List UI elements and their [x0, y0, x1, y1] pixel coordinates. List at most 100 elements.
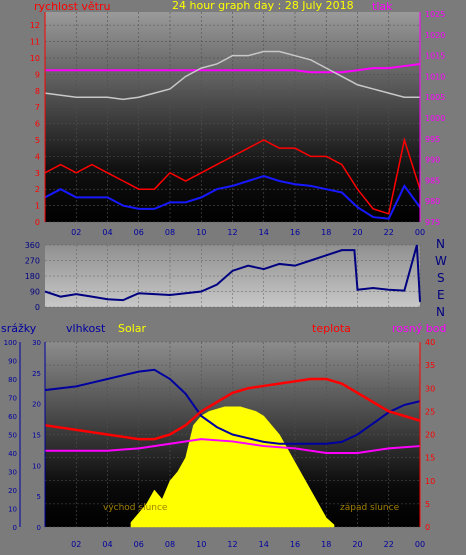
x-tick-label: 00 [415, 228, 425, 237]
pressure-tick-label: 1015 [425, 52, 445, 61]
x-tick-label: 22 [384, 228, 394, 237]
wind-tick-label: 9 [35, 70, 40, 79]
x-tick-label: 10 [196, 228, 206, 237]
rain-tick-label: 10 [8, 506, 17, 514]
wind-direction-series [44, 244, 421, 302]
pressure-tick-label: 990 [425, 156, 440, 165]
pressure-line [45, 62, 421, 74]
direction-label-w: W [435, 254, 447, 268]
wind-gust-line [44, 137, 421, 215]
sunset-annotation: západ slunce [340, 503, 400, 513]
direction-label-n1: N [436, 237, 445, 251]
x-tick-label: 16 [290, 540, 300, 549]
wind-direction-axes: 0 90 180 270 360 [25, 241, 40, 312]
pressure-tick-label: 1010 [425, 72, 445, 81]
humidity-temp-series [44, 368, 421, 528]
temperature-tick-label: 15 [425, 454, 435, 463]
wind-tick-label: 11 [30, 38, 40, 47]
wind-speed-label: rychlost větru [34, 0, 110, 13]
pressure-tick-label: 1020 [425, 31, 445, 40]
x-tick-label: 20 [352, 228, 362, 237]
temperature-tick-label: 20 [425, 431, 435, 440]
rain-tick-label: 0 [13, 524, 17, 532]
x-tick-label: 06 [134, 228, 144, 237]
dewpoint-label: rosný bod [392, 322, 446, 335]
humidity-temp-axes: 0510152025303540010203040506070809010005… [4, 338, 436, 549]
sunrise-annotation: východ slunce [103, 503, 168, 513]
wind-tick-label: 0 [35, 218, 40, 227]
direction-tick-label: 180 [25, 272, 40, 281]
rain-tick-label: 100 [4, 339, 17, 347]
wind-tick-label: 1 [35, 202, 40, 211]
wind-tick-label: 12 [30, 21, 40, 30]
temperature-tick-label: 30 [425, 384, 435, 393]
pressure-label: tlak [372, 0, 393, 13]
rain-tick-label: 60 [8, 413, 17, 421]
direction-label-e: E [437, 288, 445, 302]
humidity-tick-label: 20 [32, 401, 41, 409]
humidity-tick-label: 0 [37, 524, 41, 532]
temperature-tick-label: 0 [425, 523, 430, 532]
wind-tick-label: 6 [35, 120, 40, 129]
x-tick-label: 18 [321, 540, 331, 549]
x-tick-label: 12 [227, 540, 237, 549]
direction-tick-label: 90 [30, 288, 40, 297]
rain-tick-label: 20 [8, 487, 17, 495]
temperature-tick-label: 10 [425, 477, 435, 486]
x-tick-label: 14 [259, 540, 269, 549]
dewpoint-line [45, 438, 421, 454]
x-tick-label: 18 [321, 228, 331, 237]
rain-label: srážky [1, 322, 37, 335]
x-tick-label: 12 [227, 228, 237, 237]
pressure-tick-label: 980 [425, 197, 440, 206]
wind-tick-label: 8 [35, 87, 40, 96]
direction-tick-label: 270 [25, 257, 40, 266]
x-tick-label: 04 [102, 228, 112, 237]
humidity-tick-label: 5 [37, 493, 41, 501]
wind-pressure-axes: 0123456789101112975980985990995100010051… [30, 10, 446, 237]
temperature-label: teplota [312, 322, 351, 335]
direction-tick-label: 360 [25, 241, 40, 250]
x-tick-label: 04 [102, 540, 112, 549]
pressure-tick-label: 995 [425, 135, 440, 144]
wind-tick-label: 7 [35, 103, 40, 112]
solar-label: Solar [118, 322, 147, 335]
x-tick-label: 14 [259, 228, 269, 237]
pressure-tick-label: 1000 [425, 114, 445, 123]
wind-tick-label: 10 [30, 54, 40, 63]
x-tick-label: 16 [290, 228, 300, 237]
x-tick-label: 02 [71, 540, 81, 549]
chart-title: 24 hour graph day : 28 July 2018 [172, 0, 354, 12]
humidity-tick-label: 15 [32, 432, 41, 440]
x-tick-label: 06 [134, 540, 144, 549]
x-tick-label: 20 [352, 540, 362, 549]
humidity-tick-label: 30 [32, 339, 41, 347]
pressure-tick-label: 1025 [425, 10, 445, 19]
temperature-tick-label: 25 [425, 407, 435, 416]
temperature-line [44, 377, 421, 441]
pressure-secondary-line [44, 50, 420, 101]
humidity-label: vlhkost [66, 322, 106, 335]
direction-label-s: S [437, 271, 445, 285]
temperature-tick-label: 35 [425, 361, 435, 370]
x-tick-label: 08 [165, 228, 175, 237]
pressure-tick-label: 1005 [425, 93, 445, 102]
wind-pressure-series [44, 50, 421, 220]
x-tick-label: 00 [415, 540, 425, 549]
wind-direction-line [44, 244, 421, 302]
direction-label-n2: N [436, 305, 445, 319]
humidity-line [44, 368, 421, 445]
rain-tick-label: 80 [8, 376, 17, 384]
direction-tick-label: 0 [35, 303, 40, 312]
temperature-tick-label: 5 [425, 500, 430, 509]
rain-tick-label: 40 [8, 450, 17, 458]
wind-tick-label: 4 [35, 152, 40, 161]
wind-direction-grid [45, 244, 421, 308]
wind-tick-label: 2 [35, 185, 40, 194]
wind-tick-label: 3 [35, 169, 40, 178]
x-tick-label: 22 [384, 540, 394, 549]
solar-area [130, 406, 335, 528]
pressure-tick-label: 975 [425, 218, 440, 227]
wind-average-line [44, 175, 421, 220]
